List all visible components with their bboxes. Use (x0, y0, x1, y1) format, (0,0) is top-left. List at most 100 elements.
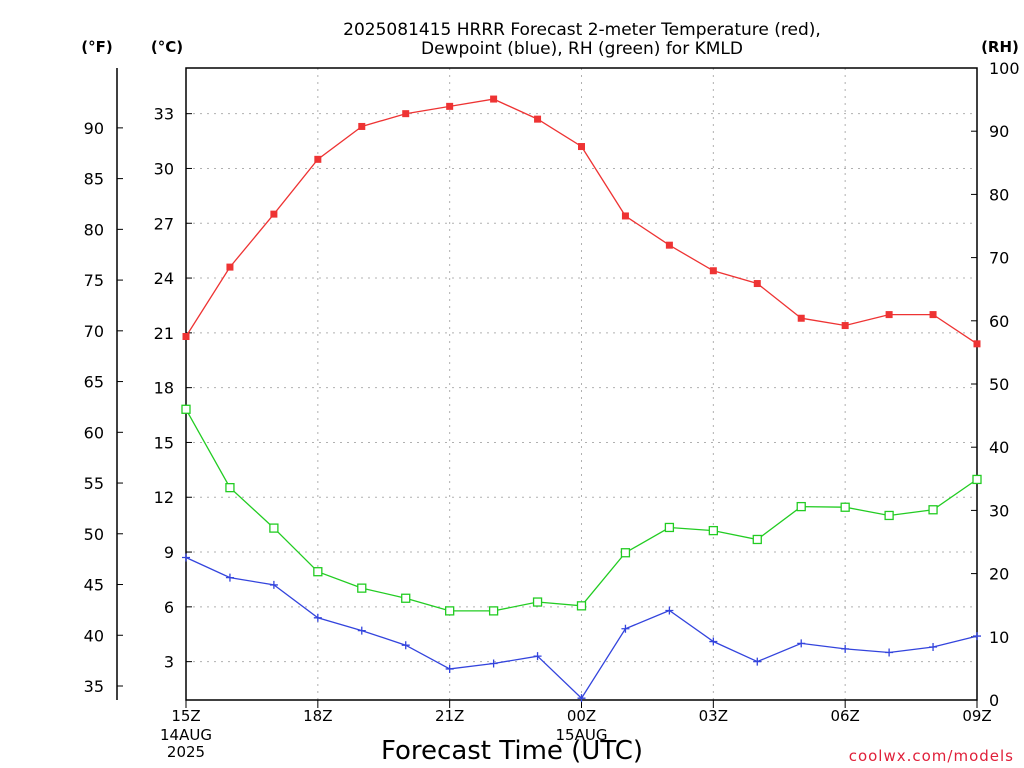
celsius-unit-label: (°C) (151, 38, 183, 56)
temperature-point (270, 210, 278, 218)
rh-point (928, 505, 938, 515)
temperature-point (753, 280, 761, 288)
x-tick-label: 06Z (830, 707, 859, 725)
rh-point (445, 606, 455, 616)
rh-point (181, 404, 191, 414)
fahrenheit-tick-label: 85 (84, 170, 104, 189)
dewpoint-point (225, 573, 234, 582)
temperature-point (182, 333, 190, 341)
dewpoint-point (885, 648, 894, 657)
tick-labels: 3 6 9 12 15 18 21 24 27 30 33 35 40 45 50 55 60 65 70 75 80 8… (84, 59, 1020, 761)
rh-point (401, 593, 411, 603)
temperature-point (314, 155, 322, 163)
rh-unit-label: (RH) (981, 38, 1019, 56)
rh-tick-label: 30 (989, 501, 1009, 520)
x-tick-sublabel: 14AUG (160, 726, 212, 744)
rh-tick-label: 20 (989, 565, 1009, 584)
dewpoint-point (313, 613, 322, 622)
temperature-point (446, 102, 454, 110)
dewpoint-point (182, 553, 190, 562)
rh-tick-label: 80 (989, 185, 1009, 204)
rh-tick-label: 100 (989, 59, 1020, 78)
rh-tick-label: 70 (989, 249, 1009, 268)
rh-point (884, 510, 894, 521)
temperature-point (621, 212, 629, 220)
rh-tick-label: 0 (989, 691, 999, 710)
rh-point (488, 606, 499, 616)
fahrenheit-unit-label: (°F) (81, 38, 112, 56)
fahrenheit-tick-label: 70 (84, 322, 104, 341)
celsius-tick-label: 30 (154, 159, 174, 178)
dewpoint-point (753, 657, 762, 666)
x-axis-label: Forecast Time (UTC) (381, 736, 643, 766)
chart-title-line2: Dewpoint (blue), RH (green) for KMLD (421, 39, 743, 59)
rh-tick-label: 90 (989, 122, 1009, 141)
dewpoint-point (841, 644, 850, 653)
rh-point (620, 548, 631, 558)
celsius-tick-label: 21 (154, 324, 174, 343)
rh-point (225, 482, 235, 493)
temperature-point (490, 95, 498, 103)
dewpoint-point (621, 624, 630, 633)
rh-tick-label: 10 (989, 628, 1009, 647)
temperature-point (665, 241, 673, 249)
dewpoint-point (269, 580, 278, 589)
dewpoint-point (577, 694, 586, 703)
temperature-point (226, 263, 234, 271)
fahrenheit-tick-label: 60 (84, 423, 104, 442)
x-tick-label: 00Z (567, 707, 596, 725)
rh-point (576, 601, 587, 611)
rh-point (972, 474, 982, 485)
fahrenheit-tick-label: 40 (84, 626, 104, 645)
fahrenheit-tick-label: 65 (84, 373, 104, 392)
x-tick-label: 18Z (303, 707, 332, 725)
x-tick-label: 21Z (435, 707, 464, 725)
dewpoint-point (709, 637, 718, 646)
fahrenheit-tick-label: 45 (84, 576, 104, 595)
fahrenheit-tick-label: 50 (84, 525, 104, 544)
temperature-point (358, 122, 366, 130)
x-tick-label: 09Z (962, 707, 991, 725)
rh-point (752, 534, 762, 545)
temperature-point (973, 340, 981, 348)
dewpoint-point (357, 626, 366, 635)
celsius-tick-label: 12 (154, 488, 174, 507)
dewpoint-point (445, 664, 454, 673)
rh-point (708, 525, 718, 536)
dewpoint-point (797, 639, 806, 648)
rh-tick-label: 50 (989, 375, 1009, 394)
rh-point (796, 501, 806, 512)
fahrenheit-tick-label: 75 (84, 271, 104, 290)
temperature-point (929, 311, 937, 319)
dewpoint-point (489, 659, 498, 668)
celsius-tick-label: 6 (164, 598, 174, 617)
celsius-tick-label: 3 (164, 653, 174, 672)
rh-point (357, 583, 367, 593)
dewpoint-point (665, 606, 674, 615)
rh-point (664, 522, 675, 533)
temperature-point (797, 314, 805, 322)
rh-tick-label: 60 (989, 312, 1009, 331)
celsius-tick-label: 27 (154, 214, 174, 233)
fahrenheit-tick-label: 90 (84, 119, 104, 138)
fahrenheit-tick-label: 80 (84, 220, 104, 239)
celsius-tick-label: 9 (164, 543, 174, 562)
temperature-point (841, 322, 849, 330)
rh-point (313, 567, 323, 577)
dewpoint-point (929, 643, 938, 652)
temperature-point (534, 115, 542, 123)
temperature-point (578, 143, 585, 151)
temperature-point (885, 311, 893, 319)
celsius-tick-label: 33 (154, 105, 174, 124)
rh-point (532, 597, 543, 607)
fahrenheit-tick-label: 35 (84, 677, 104, 696)
x-tick-label: 03Z (699, 707, 728, 725)
chart-title-line1: 2025081415 HRRR Forecast 2-meter Tempera… (343, 20, 821, 40)
dewpoint-point (533, 652, 542, 661)
rh-point (269, 523, 279, 533)
dewpoint-point (973, 632, 981, 641)
data-series (181, 95, 982, 703)
x-tick-sublabel: 2025 (167, 743, 205, 761)
axes (116, 67, 978, 708)
